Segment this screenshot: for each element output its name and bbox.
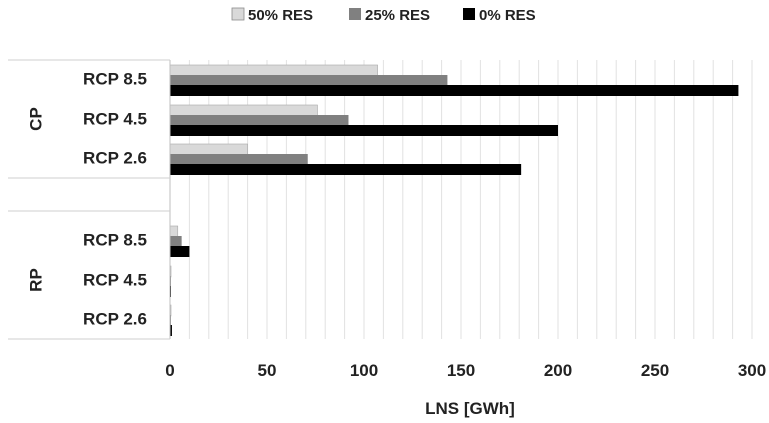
- bar: [170, 164, 522, 175]
- category-axis: CP RCP 8.5 RCP 4.5 RCP 2.6 RP RCP 8.5 RCP 4.5 R…: [8, 59, 171, 340]
- x-tick-label: 50: [258, 361, 277, 380]
- group-label: RP: [27, 268, 46, 292]
- x-tick-label: 100: [350, 361, 378, 380]
- x-tick-label: 150: [447, 361, 475, 380]
- x-tick-label: 250: [641, 361, 669, 380]
- bar: [169, 143, 248, 156]
- bar: [170, 75, 448, 86]
- bar: [169, 225, 179, 238]
- x-axis-label: LNS [GWh]: [425, 399, 515, 418]
- category-label: RCP 8.5: [83, 70, 147, 89]
- bar: [170, 85, 739, 96]
- x-tick-label: 200: [544, 361, 572, 380]
- category-label: RCP 2.6: [83, 310, 147, 329]
- bar: [170, 125, 558, 136]
- legend-label: 25% RES: [365, 7, 430, 24]
- category-label: RCP 4.5: [83, 110, 147, 129]
- legend-swatch: [231, 7, 245, 21]
- bar: [170, 154, 308, 165]
- bar: [169, 64, 378, 77]
- bar: [170, 246, 190, 257]
- x-tick-label: 0: [165, 361, 174, 380]
- legend-swatch: [349, 8, 361, 20]
- legend: 50% RES 25% RES 0% RES: [231, 7, 536, 24]
- x-tick-label: 300: [738, 361, 766, 380]
- bar: [170, 236, 182, 247]
- group-label: CP: [27, 107, 46, 131]
- bar: [170, 115, 349, 126]
- category-label: RCP 8.5: [83, 231, 147, 250]
- legend-label: 50% RES: [248, 7, 313, 24]
- category-label: RCP 4.5: [83, 271, 147, 290]
- x-axis: 0 50 100 150 200 250 300: [165, 361, 766, 380]
- legend-label: 0% RES: [479, 7, 536, 24]
- bars: [169, 64, 739, 336]
- gridlines: [188, 60, 753, 339]
- legend-swatch: [463, 8, 475, 20]
- bar: [169, 104, 318, 117]
- category-label: RCP 2.6: [83, 149, 147, 168]
- bar: [170, 325, 172, 336]
